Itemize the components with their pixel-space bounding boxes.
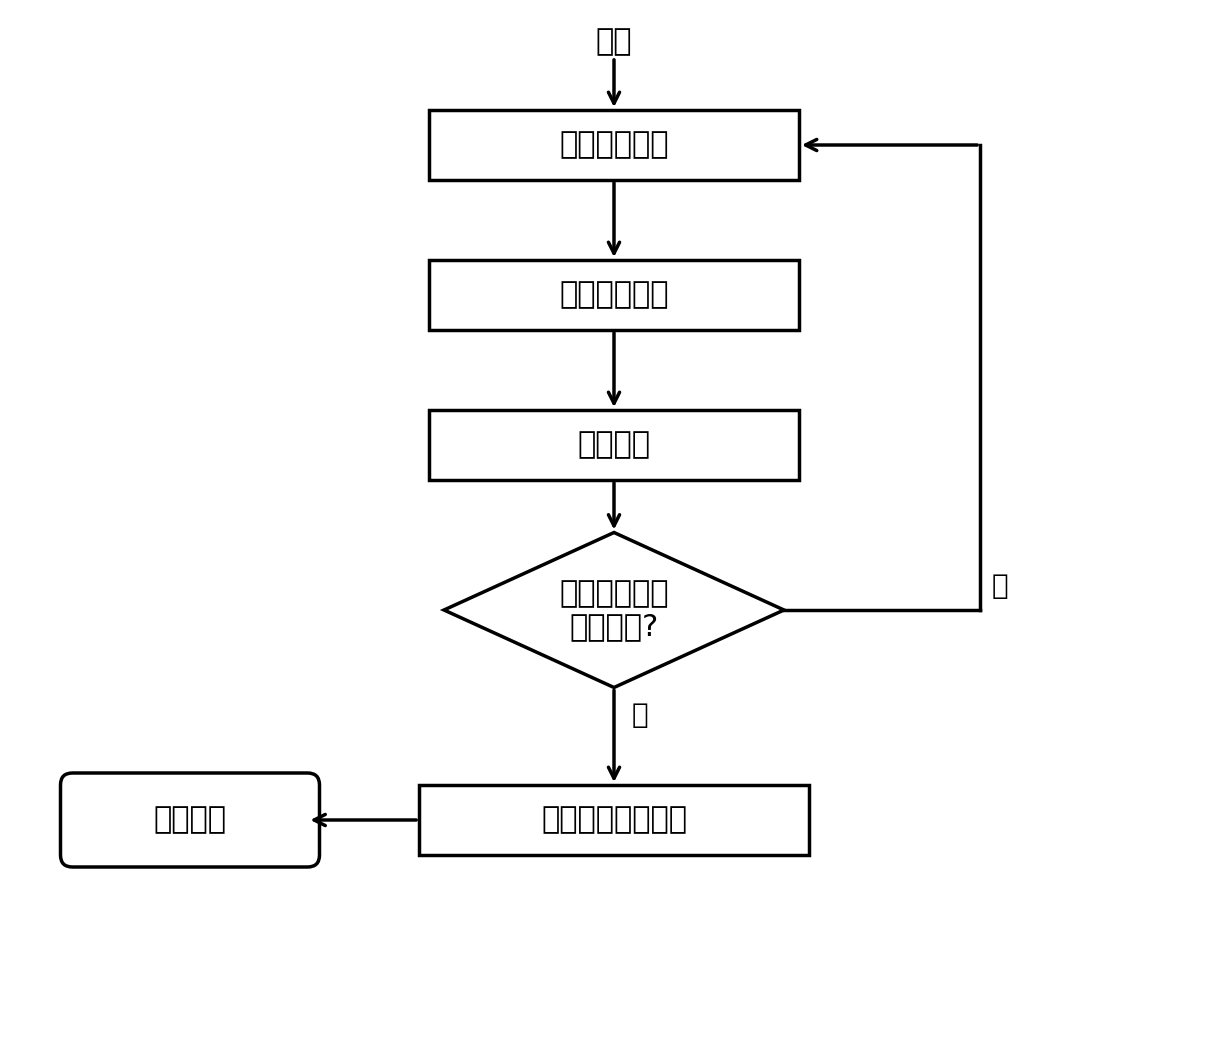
Bar [418, 785, 809, 855]
Text: 刻蚀晶片: 刻蚀晶片 [578, 431, 650, 460]
Text: 晶片进入退火腔室: 晶片进入退火腔室 [541, 805, 687, 834]
Text: 是: 是 [632, 702, 649, 729]
Bar [429, 410, 799, 480]
Text: 是否达到目标
刻蚀厚度?: 是否达到目标 刻蚀厚度? [560, 579, 669, 641]
Text: 结束工艺: 结束工艺 [153, 805, 227, 834]
Text: 晶片: 晶片 [596, 27, 632, 56]
Polygon shape [444, 533, 784, 687]
Text: 通入反应气体: 通入反应气体 [560, 281, 669, 310]
FancyBboxPatch shape [60, 773, 319, 867]
Bar [429, 260, 799, 330]
Bar [429, 110, 799, 180]
Text: 进入工艺腔室: 进入工艺腔室 [560, 130, 669, 160]
Text: 否: 否 [991, 572, 1009, 600]
